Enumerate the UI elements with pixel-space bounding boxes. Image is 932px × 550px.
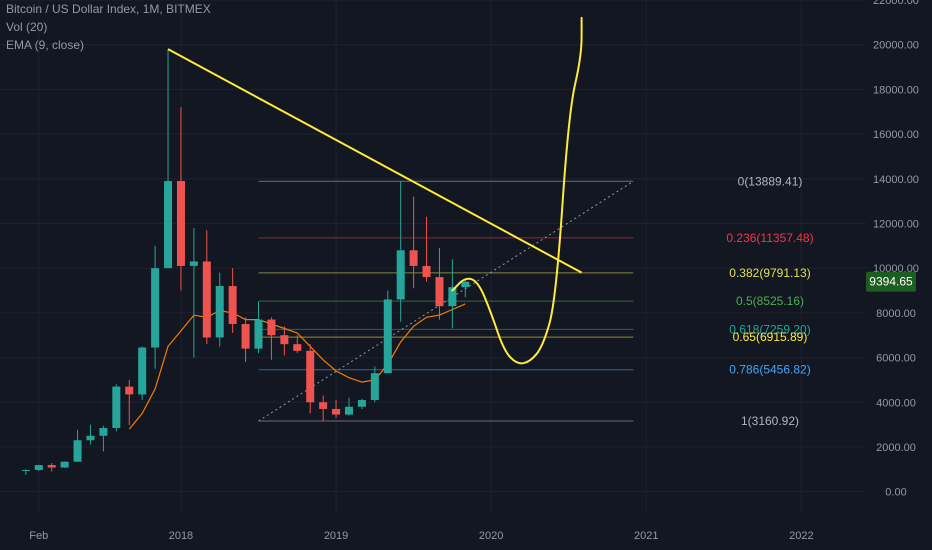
candle-body (319, 402, 328, 409)
candle-body (86, 435, 95, 441)
trend-line[interactable] (167, 48, 583, 274)
price-axis-tick-label: 2000.00 (876, 442, 916, 454)
price-axis-tick-label: 6000.00 (876, 353, 916, 365)
fib-level-label: 1(3160.92) (741, 414, 799, 428)
last-price-tag-value: 9394.65 (869, 275, 913, 289)
time-axis-tick-label: Feb (29, 530, 48, 542)
candle-body (215, 286, 224, 338)
candle-body (228, 286, 237, 325)
last-price-tag-box (866, 271, 916, 292)
candle-body (138, 347, 147, 395)
candle-body (21, 469, 30, 471)
price-axis-tick-label: 22000.00 (873, 0, 919, 7)
fib-level-label: 0.786(5456.82) (729, 363, 810, 377)
ema-series (128, 303, 466, 430)
fib-level-label: 0.65(6915.89) (733, 330, 808, 344)
price-axis-tick-label: 16000.00 (873, 129, 919, 141)
candle-body (409, 250, 418, 266)
volume-indicator-label[interactable]: Vol (20) (6, 20, 48, 34)
price-axis-tick-label: 20000.00 (873, 40, 919, 52)
time-axis-tick-label: 2018 (169, 530, 193, 542)
candle-body (332, 408, 341, 415)
time-axis[interactable]: Feb 2018 2019 2020 2021 2022 (29, 530, 813, 542)
candle-body (344, 406, 353, 415)
price-axis-tick-label: 14000.00 (873, 174, 919, 186)
candle-body (383, 299, 392, 374)
candle-body (370, 373, 379, 401)
price-axis-tick-label: 18000.00 (873, 84, 919, 96)
time-axis-tick-label: 2022 (789, 530, 813, 542)
candle-body (47, 465, 56, 468)
ema-line (128, 303, 466, 430)
ema-indicator-label[interactable]: EMA (9, close) (6, 38, 85, 52)
fib-level-label: 0(13889.41) (738, 174, 803, 188)
candle-body (448, 287, 457, 307)
price-axis-tick-label: 8000.00 (876, 308, 916, 320)
candle-body (112, 386, 121, 428)
symbol-title[interactable]: Bitcoin / US Dollar Index, 1M, BITMEX (6, 2, 211, 16)
candle-body (202, 261, 211, 338)
fib-retracement[interactable]: 0(13889.41) 0.236(11357.48) 0.382(9791.13)… (258, 174, 814, 428)
candle-body (99, 427, 108, 436)
candle-body (306, 350, 315, 403)
price-axis-tick-label: 0.00 (885, 487, 906, 499)
fib-level-label: 0.618(7259.20) (729, 322, 810, 336)
candle-body (254, 319, 263, 349)
fib-level-label: 0.236(11357.48) (726, 231, 813, 245)
candle-body (151, 268, 160, 348)
chart-legend: Bitcoin / US Dollar Index, 1M, BITMEX Vo… (6, 0, 211, 54)
time-axis-tick-label: 2020 (479, 530, 503, 542)
candle-body (125, 386, 134, 395)
time-axis-tick-label: 2021 (634, 530, 658, 542)
fib-level-label: 0.382(9791.13) (729, 266, 810, 280)
candle-body (34, 465, 43, 470)
candle-body (293, 344, 302, 351)
candle-body (164, 181, 173, 269)
price-axis-tick-label: 12000.00 (873, 218, 919, 230)
candle-body (435, 277, 444, 307)
candle-body (280, 335, 289, 345)
candle-body (176, 181, 185, 266)
price-axis[interactable]: 0.002000.004000.006000.008000.0010000.00… (873, 0, 919, 499)
price-axis-tick-label: 4000.00 (876, 397, 916, 409)
grid (0, 0, 866, 514)
candle-body (73, 440, 82, 462)
last-price-tag: 9394.65 (866, 271, 916, 292)
candle-body (267, 319, 276, 336)
candle-body (357, 400, 366, 407)
candle-series (21, 49, 470, 475)
candle-body (422, 265, 431, 278)
candle-body (461, 281, 470, 288)
time-axis-tick-label: 2019 (324, 530, 348, 542)
fib-trend-line[interactable] (258, 180, 634, 422)
fib-level-label: 0.5(8525.16) (736, 294, 804, 308)
candle-body (189, 261, 198, 266)
candle-body (60, 461, 69, 468)
candle-body (241, 324, 250, 349)
drawings[interactable] (167, 16, 583, 365)
projection-path[interactable] (451, 16, 583, 365)
candle-body (396, 250, 405, 300)
